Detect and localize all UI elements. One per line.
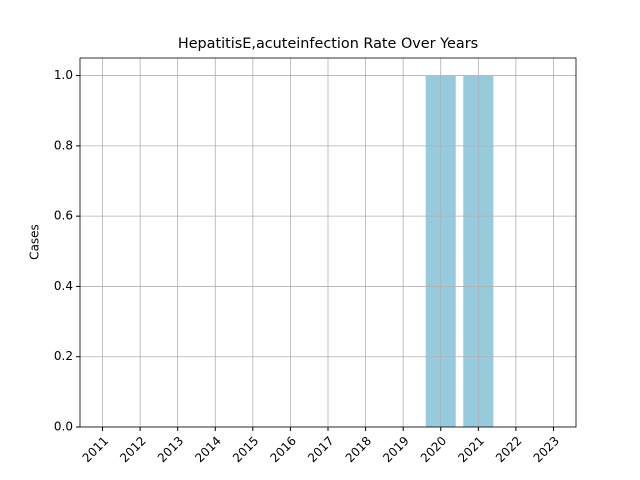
y-tick-label: 0.4 bbox=[54, 279, 73, 293]
y-tick-label: 0.2 bbox=[54, 349, 73, 363]
y-tick-label: 1.0 bbox=[54, 68, 73, 82]
y-tick-label: 0.8 bbox=[54, 138, 73, 152]
x-axis-label: Year bbox=[314, 479, 340, 480]
y-axis-label: Cases bbox=[28, 224, 42, 260]
y-tick-label: 0.6 bbox=[54, 209, 73, 223]
chart-title: HepatitisE,acuteinfection Rate Over Year… bbox=[178, 36, 478, 52]
axes-frame bbox=[79, 57, 577, 428]
y-tick-label: 0.0 bbox=[54, 420, 73, 434]
